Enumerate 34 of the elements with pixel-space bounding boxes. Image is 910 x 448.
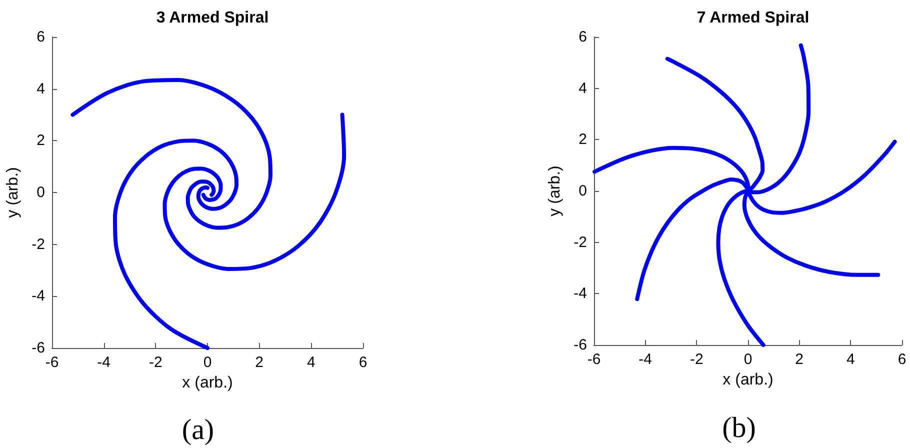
x-tick-label: 0 (203, 354, 212, 371)
y-tick-label: 0 (36, 184, 45, 201)
y-tick-label: 4 (578, 80, 587, 97)
y-tick-label: -6 (32, 340, 45, 356)
x-tick-label: 6 (898, 351, 906, 368)
y-tick-label: 4 (36, 80, 45, 98)
y-tick-label: -4 (32, 288, 45, 305)
y-axis-title: y (arb.) (546, 166, 564, 216)
x-tick-label: -2 (690, 351, 704, 368)
y-tick-label: -6 (574, 336, 587, 354)
x-tick-label: 4 (846, 351, 855, 368)
y-tick-label: 6 (36, 28, 45, 46)
chart-title: 7 Armed Spiral (696, 10, 810, 26)
text: (b) (722, 412, 756, 444)
y-axis-title: y (arb.) (4, 167, 22, 218)
chart-title: 3 Armed Spiral (156, 10, 269, 26)
x-tick-label: 4 (306, 354, 316, 371)
y-tick-label: -2 (574, 234, 587, 251)
x-tick-label: 2 (795, 351, 804, 368)
x-tick-label: 6 (358, 354, 368, 371)
y-tick-label: -2 (32, 236, 45, 253)
x-tick-label: 0 (744, 351, 752, 368)
y-tick-label: 6 (578, 28, 587, 46)
y-tick-label: 2 (36, 132, 45, 150)
y-tick-label: 0 (578, 182, 587, 200)
x-tick-label: 2 (255, 354, 264, 371)
x-axis-title: x (arb.) (182, 374, 233, 392)
x-tick-label: -4 (97, 354, 111, 371)
y-tick-label: 2 (578, 131, 587, 148)
x-tick-label: -2 (148, 354, 162, 371)
x-axis-title: x (arb.) (722, 372, 774, 388)
x-tick-label: -4 (638, 351, 652, 368)
y-tick-label: -4 (574, 285, 587, 302)
text: (a) (182, 414, 214, 446)
